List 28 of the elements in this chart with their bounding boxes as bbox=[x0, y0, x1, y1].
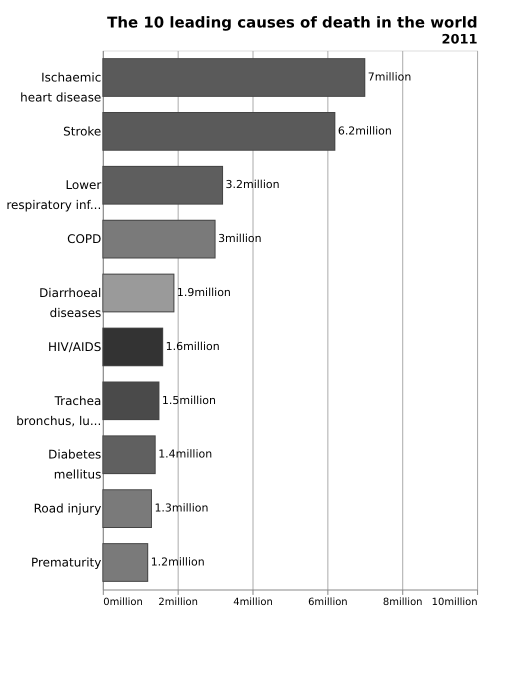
y-tick-label: Lower respiratory inf... bbox=[6, 178, 102, 212]
data-label: 1.5million bbox=[162, 394, 216, 407]
y-tick-label: Stroke bbox=[63, 124, 102, 138]
data-label: 7million bbox=[368, 70, 412, 84]
data-label: 1.3million bbox=[154, 502, 208, 515]
y-tick-label: Diarrhoeal diseases bbox=[39, 286, 102, 320]
chart-title: The 10 leading causes of death in the world bbox=[107, 14, 478, 32]
data-label: 1.4million bbox=[158, 448, 212, 461]
data-label: 6.2million bbox=[338, 124, 392, 138]
x-tick-label: 10million bbox=[432, 596, 478, 608]
y-tick-label: HIV/AIDS bbox=[48, 340, 102, 354]
x-tick-label: 4million bbox=[233, 596, 273, 608]
y-tick-label: Road injury bbox=[34, 502, 102, 516]
y-tick-label: COPD bbox=[67, 232, 102, 246]
y-tick-label: Trachea bronchus, lu... bbox=[16, 394, 102, 428]
data-label: 1.2million bbox=[150, 556, 205, 568]
x-tick-label: 2million bbox=[158, 596, 198, 608]
y-tick-label: Diabetes mellitus bbox=[48, 448, 102, 482]
x-tick-label: 8million bbox=[382, 596, 422, 608]
data-label: 1.9million bbox=[176, 286, 231, 300]
data-label: 3million bbox=[218, 232, 262, 246]
data-label: 1.6million bbox=[166, 340, 220, 353]
data-label: 3.2million bbox=[226, 178, 280, 192]
chart-subtitle: 2011 bbox=[441, 32, 478, 48]
x-tick-label: 0million bbox=[103, 596, 143, 608]
y-tick-label: Prematurity bbox=[30, 555, 102, 570]
x-tick-label: 6million bbox=[308, 596, 348, 608]
y-tick-label: Ischaemic heart disease bbox=[20, 70, 102, 104]
